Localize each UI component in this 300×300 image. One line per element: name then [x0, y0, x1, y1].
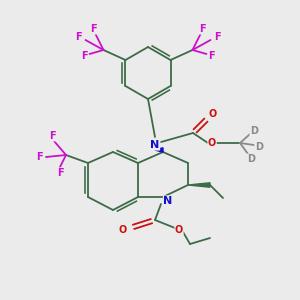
Text: N: N — [164, 196, 172, 206]
Text: F: F — [208, 51, 215, 61]
Text: F: F — [214, 32, 221, 42]
Text: O: O — [175, 225, 183, 235]
Text: O: O — [208, 138, 216, 148]
Text: N: N — [150, 140, 160, 150]
Text: F: F — [49, 131, 55, 141]
Text: O: O — [119, 225, 127, 235]
Text: F: F — [81, 51, 88, 61]
Polygon shape — [155, 148, 163, 152]
Text: F: F — [75, 32, 82, 42]
Text: D: D — [255, 142, 263, 152]
Text: F: F — [36, 152, 42, 162]
Text: D: D — [250, 126, 258, 136]
Polygon shape — [188, 183, 210, 187]
Text: F: F — [57, 168, 63, 178]
Text: O: O — [209, 109, 217, 119]
Text: D: D — [247, 154, 255, 164]
Text: F: F — [90, 24, 97, 34]
Text: F: F — [199, 24, 206, 34]
